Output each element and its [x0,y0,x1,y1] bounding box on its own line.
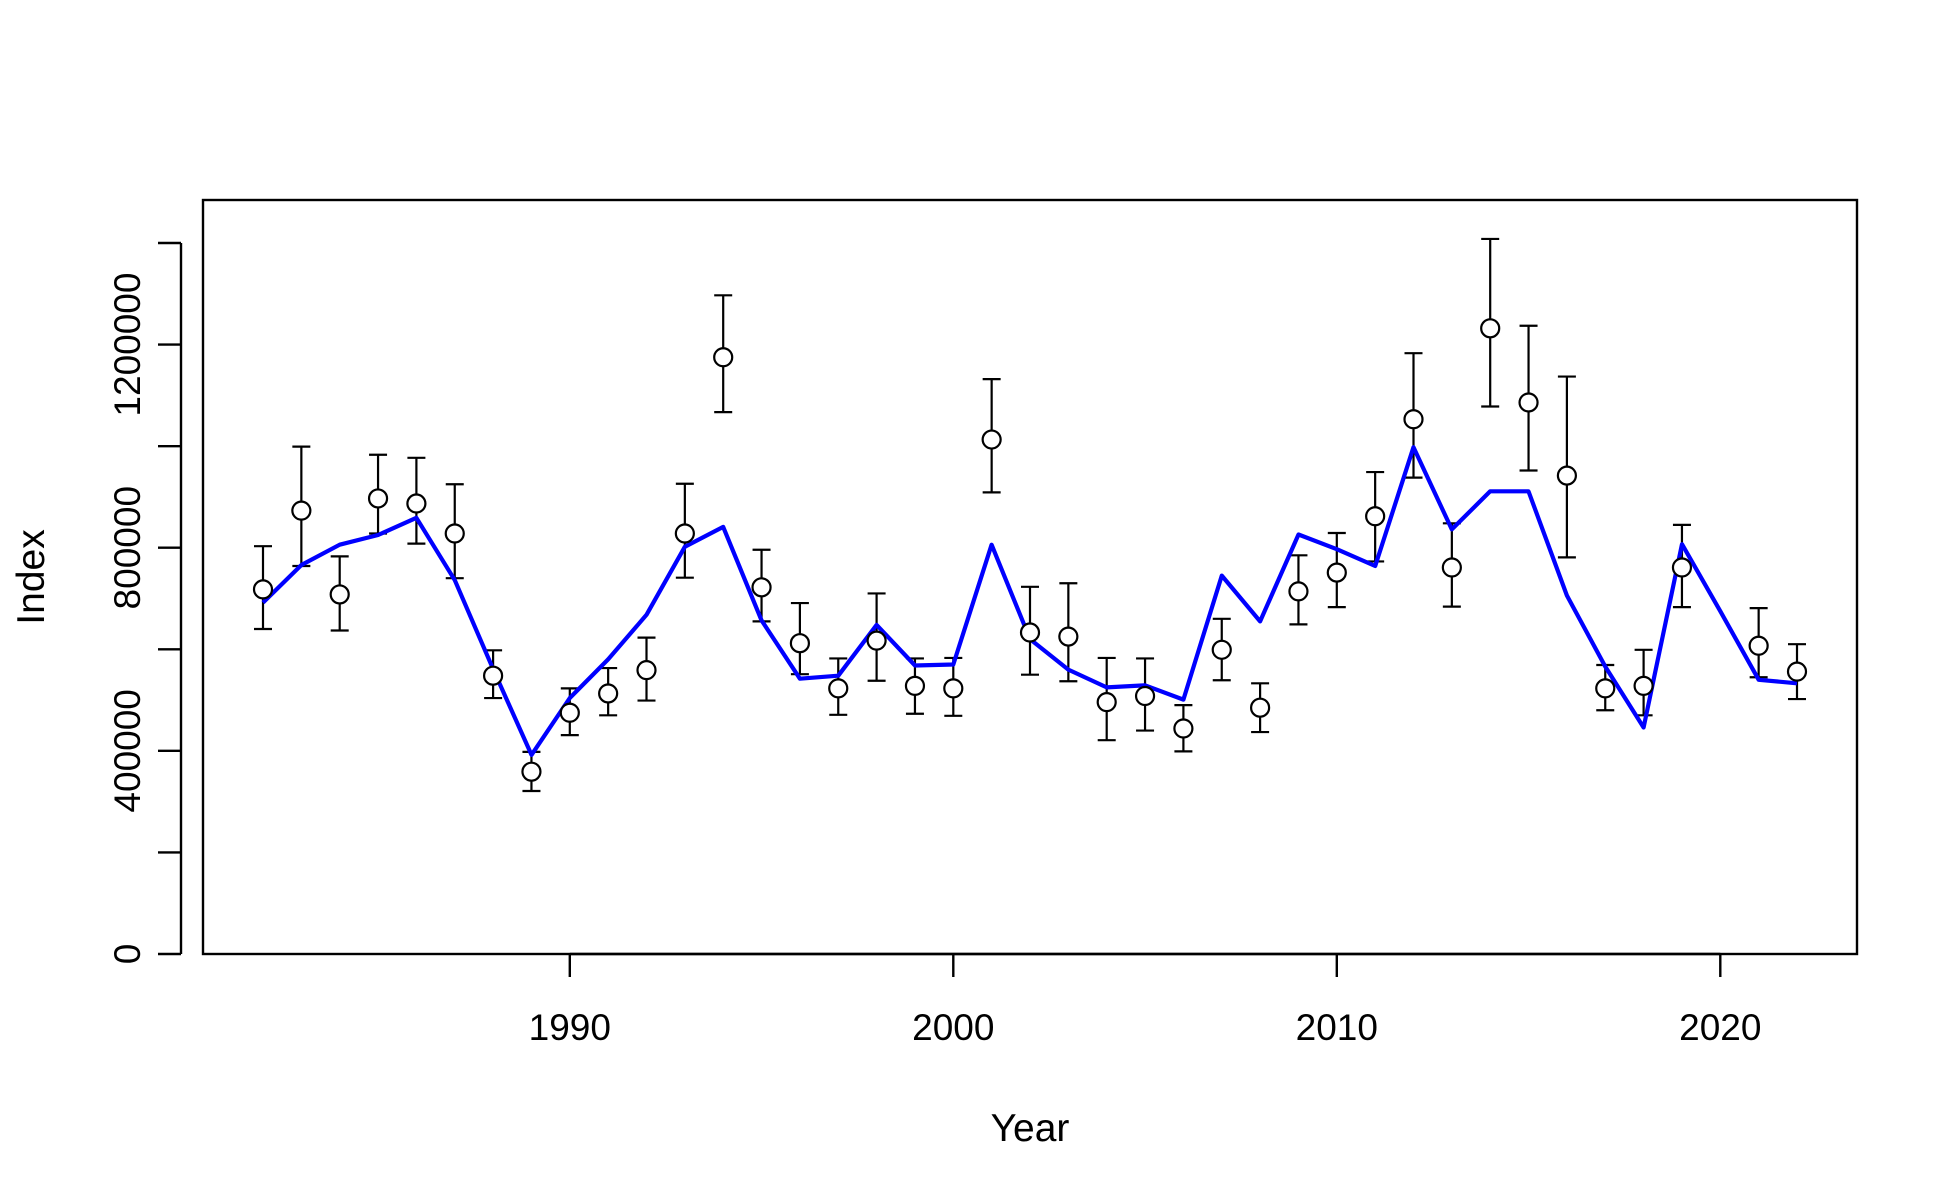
data-point [559,702,580,723]
data-point [789,633,811,654]
data-point [751,577,772,598]
data-point [636,660,657,681]
data-point [1326,562,1347,583]
y-axis-title: Index [10,529,53,625]
data-point [1173,718,1194,739]
y-axis: 0 400000 800000 1200000 [107,241,183,965]
data-point [713,347,734,368]
y-tick-label: 1200000 [107,273,148,417]
data-point [521,761,542,782]
y-tick-label: 400000 [107,689,148,812]
data-point [252,579,274,600]
data-point [1249,697,1271,718]
data-point [981,429,1002,450]
data-point [1096,692,1117,713]
data-point [1441,557,1462,578]
data-point [1019,622,1041,643]
data-point [598,683,619,704]
data-point [483,665,504,686]
data-point [1480,318,1501,339]
data-point [1518,392,1539,413]
data-point [406,493,427,514]
data-point [904,675,926,696]
error-bars [254,237,1806,793]
x-tick-label: 2000 [912,1007,994,1048]
data-point [1058,626,1079,647]
data-point [1365,506,1386,527]
data-point [1748,635,1769,656]
data-point [866,630,887,651]
data-point [444,523,465,544]
data-point [943,678,964,699]
data-point [1633,675,1654,696]
data-point [1671,557,1693,578]
data-point [1403,409,1424,430]
observed-points [252,318,1808,782]
x-axis: 1990 2000 2010 2020 [529,952,1761,1048]
data-point [1786,661,1808,682]
data-point [1595,678,1616,699]
data-point [1134,685,1156,707]
x-tick-label: 2020 [1679,1007,1761,1048]
data-point [329,584,350,605]
data-point [367,488,389,509]
data-point [674,523,695,544]
data-point [1211,639,1232,660]
y-tick-label: 0 [107,944,148,965]
data-point [828,678,849,699]
x-tick-label: 1990 [529,1007,611,1048]
data-point [291,500,312,521]
x-axis-title: Year [991,1107,1070,1150]
y-tick-label: 800000 [107,486,148,609]
data-point [1556,465,1578,486]
x-tick-label: 2010 [1296,1007,1378,1048]
data-point [1288,581,1309,602]
